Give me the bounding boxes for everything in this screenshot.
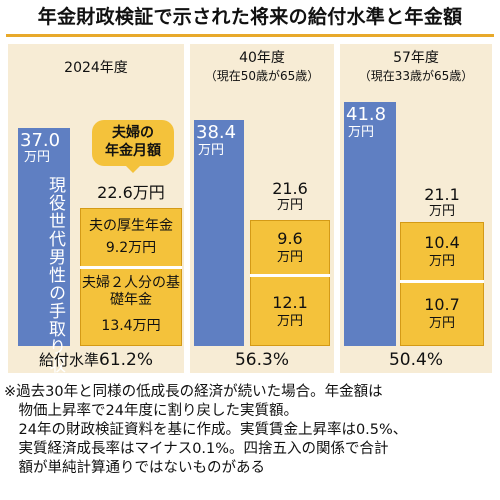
footnote-line-4: 実質経済成長率はマイナス0.1%。四捨五入の関係で合計 <box>4 441 389 457</box>
income-value-2024: 37.0 <box>20 130 61 151</box>
income-value-2040: 38.4 <box>196 122 237 143</box>
total-unit-2057: 万円 <box>428 204 455 219</box>
basic-unit-2040: 万円 <box>276 314 303 329</box>
footnote: ※過去30年と同様の低成長の経済が続いた場合。年金額は 物価上昇率で24年度に割… <box>4 383 498 478</box>
basic-value-2024: 13.4万円 <box>101 318 161 334</box>
pension-label-2024: 夫の厚生年金 <box>89 218 173 234</box>
income-value-2057: 41.8 <box>346 104 387 125</box>
pension-bar-2024 <box>80 208 182 346</box>
basic-label-2024: 夫婦２人分の基礎年金 <box>82 275 180 308</box>
income-unit-2057: 万円 <box>348 125 375 140</box>
benefit-level-label: 給付水準 <box>38 351 99 369</box>
benefit-level-value-2024: 61.2% <box>99 350 154 370</box>
benefit-level-2024: 給付水準61.2% <box>8 350 184 370</box>
pension-unit-2057: 万円 <box>428 254 455 269</box>
category-sub-2040: （現在50歳が65歳） <box>204 69 320 83</box>
pension-value-2024: 9.2万円 <box>105 240 157 256</box>
benefit-level-value-2057: 50.4% <box>388 350 443 370</box>
footnote-line-1: ※過去30年と同様の低成長の経済が続いた場合。年金額は <box>4 384 383 400</box>
category-label-2057: 57年度 <box>393 50 439 66</box>
basic-value-2040: 12.1 <box>272 293 308 312</box>
pension-bar-2040 <box>250 220 330 346</box>
bubble-line-1: 夫婦の <box>112 125 154 141</box>
benefit-level-value-2040: 56.3% <box>234 350 289 370</box>
bubble-line-2: 年金月額 <box>105 143 161 159</box>
pension-bar-2057 <box>400 222 484 346</box>
income-series-label: 現役世代男性の手取り収入 <box>45 176 65 392</box>
segment-divider-2040 <box>250 274 330 277</box>
title-underline <box>6 34 494 37</box>
category-sub-2057: （現在33歳が65歳） <box>358 69 474 83</box>
total-value-2057: 21.1 <box>424 185 460 204</box>
category-label-2040: 40年度 <box>239 50 285 66</box>
pension-value-2057: 10.4 <box>424 233 460 252</box>
basic-unit-2057: 万円 <box>428 316 455 331</box>
total-value-2024: 22.6万円 <box>97 183 165 202</box>
bubble-pointer <box>124 164 142 173</box>
segment-divider-2024 <box>80 266 182 269</box>
income-bar-2057 <box>344 102 396 346</box>
income-unit-2040: 万円 <box>198 143 225 158</box>
category-label-2024: 2024年度 <box>64 60 128 76</box>
footnote-line-2: 物価上昇率で24年度に割り戻した実質額。 <box>4 403 298 419</box>
footnote-line-5: 額が単純計算通りではないものがある <box>4 460 265 476</box>
income-unit-2024: 万円 <box>24 150 51 165</box>
total-value-2040: 21.6 <box>272 179 308 198</box>
pension-value-2040: 9.6 <box>277 229 303 248</box>
basic-value-2057: 10.7 <box>424 295 460 314</box>
total-unit-2040: 万円 <box>276 198 303 213</box>
segment-divider-2057 <box>400 280 484 283</box>
bubble-label: 夫婦の 年金月額 <box>92 120 174 166</box>
income-bar-2040 <box>194 120 244 346</box>
footnote-line-3: 24年の財政検証資料を基に作成。実質賃金上昇率は0.5%、 <box>4 422 408 438</box>
income-bar-2024 <box>18 128 70 346</box>
chart-title: 年金財政検証で示された将来の給付水準と年金額 <box>37 6 463 28</box>
pension-unit-2040: 万円 <box>276 250 303 265</box>
